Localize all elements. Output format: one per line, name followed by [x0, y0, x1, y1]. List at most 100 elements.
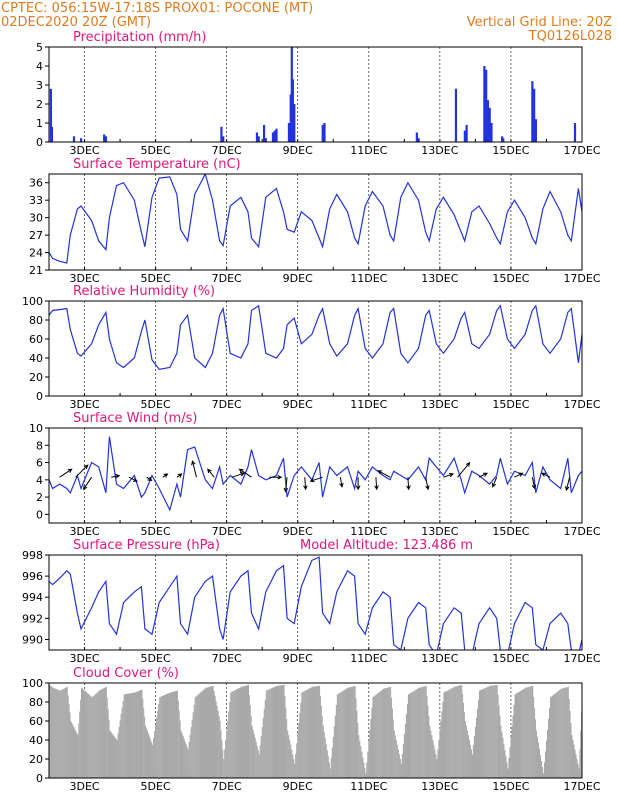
cloud-bar: [96, 692, 98, 778]
cloud-bar: [302, 691, 304, 778]
x-tick-label: 5DEC: [141, 780, 171, 793]
cloud-bar: [476, 708, 479, 778]
cloud-bar: [177, 700, 179, 778]
precip-bar: [293, 104, 296, 142]
y-tick-label: 994: [22, 591, 43, 604]
precip-bar: [287, 123, 291, 142]
cloud-bar: [415, 689, 417, 778]
plot-area-rh: [49, 304, 582, 371]
cloud-bar: [112, 734, 114, 778]
cloud-bar: [521, 690, 523, 778]
precip-bar: [417, 138, 420, 142]
cloud-bar: [80, 687, 83, 778]
cloud-bar: [184, 741, 186, 778]
cloud-bar: [138, 690, 140, 778]
cloud-bar: [152, 744, 154, 778]
y-tick-label: 4: [36, 60, 43, 73]
cloud-bar: [485, 687, 487, 778]
cloud-bar: [64, 687, 66, 778]
precip-bar: [275, 128, 278, 142]
cloud-bar: [404, 724, 407, 778]
precip-bar: [454, 88, 458, 142]
cloud-bar: [288, 735, 290, 778]
cloud-bar: [574, 749, 576, 778]
cloud-bar: [530, 686, 532, 778]
cloud-bar: [345, 688, 347, 778]
cloud-bar: [440, 721, 442, 778]
cloud-bar: [250, 715, 252, 778]
cloud-bar: [366, 762, 368, 778]
x-tick-label: 5DEC: [141, 525, 171, 538]
panel-frame: [48, 173, 583, 271]
cloud-bar: [282, 685, 284, 778]
cloud-bar: [496, 684, 498, 778]
cloud-bar: [403, 734, 405, 778]
cloud-bar: [55, 688, 57, 778]
cloud-bar: [149, 736, 151, 778]
panel-title-pressure: Surface Pressure (hPa): [73, 538, 220, 553]
cloud-bar: [456, 686, 458, 778]
cloud-bar: [425, 685, 427, 778]
cloud-bar: [227, 721, 229, 778]
cloud-bar: [378, 692, 380, 778]
y-tick-label: 60: [29, 715, 43, 728]
cloud-bar: [157, 710, 159, 778]
cloud-bar: [346, 688, 348, 778]
cloud-bar: [551, 695, 554, 778]
cloud-bar: [498, 705, 500, 778]
x-tick-label: 9DEC: [283, 272, 313, 285]
cloud-bar: [448, 689, 450, 778]
cloud-bar: [142, 698, 144, 778]
cloud-bar: [120, 713, 122, 778]
cloud-bar: [576, 759, 578, 778]
x-tick-label: 11DEC: [350, 652, 387, 665]
cloud-bar: [453, 687, 455, 778]
cloud-bar: [344, 689, 346, 778]
cloud-bar: [263, 708, 265, 778]
cloud-bar: [370, 718, 372, 778]
cloud-bar: [58, 690, 60, 778]
cloud-bar: [235, 689, 237, 778]
cloud-bar: [319, 695, 321, 778]
cloud-bar: [561, 688, 563, 778]
y-tick-label: 100: [22, 295, 43, 308]
cloud-bar: [353, 686, 355, 778]
cloud-bar: [543, 762, 546, 778]
cloud-bar: [71, 723, 73, 778]
cloud-bar: [144, 725, 147, 778]
cloud-bar: [451, 688, 453, 778]
cloud-bar: [179, 720, 181, 778]
y-tick-label: 996: [22, 570, 43, 583]
cloud-bar: [405, 714, 408, 778]
cloud-bar: [187, 749, 189, 778]
cloud-bar: [147, 733, 150, 778]
cloud-bar: [114, 737, 116, 778]
precip-bar: [50, 126, 54, 142]
cloud-bar: [554, 693, 556, 778]
cloud-bar: [579, 749, 581, 778]
cloud-bar: [62, 688, 64, 778]
cloud-bar: [261, 726, 263, 778]
cloud-bar: [107, 708, 109, 778]
cloud-bar: [291, 749, 293, 778]
cloud-bar: [237, 688, 240, 778]
cloud-bar: [457, 685, 459, 778]
cloud-bar: [176, 690, 178, 778]
x-tick-label: 15DEC: [492, 144, 529, 157]
cloud-bar: [191, 719, 193, 778]
cloud-bar: [233, 690, 235, 778]
y-tick-label: 998: [22, 549, 43, 562]
wind-vector: [514, 472, 524, 478]
cloud-bar: [173, 691, 176, 778]
cloud-bar: [151, 742, 153, 778]
cloud-bar: [321, 715, 323, 778]
wind-vector: [377, 470, 391, 478]
cloud-bar: [486, 687, 488, 778]
rh-series-line: [49, 304, 582, 371]
cloud-bar: [101, 688, 103, 778]
cloud-bar: [467, 735, 469, 778]
cloud-bar: [383, 688, 385, 778]
cloud-bar: [158, 704, 160, 778]
cloud-bar: [249, 705, 251, 778]
cloud-bar: [319, 685, 321, 778]
